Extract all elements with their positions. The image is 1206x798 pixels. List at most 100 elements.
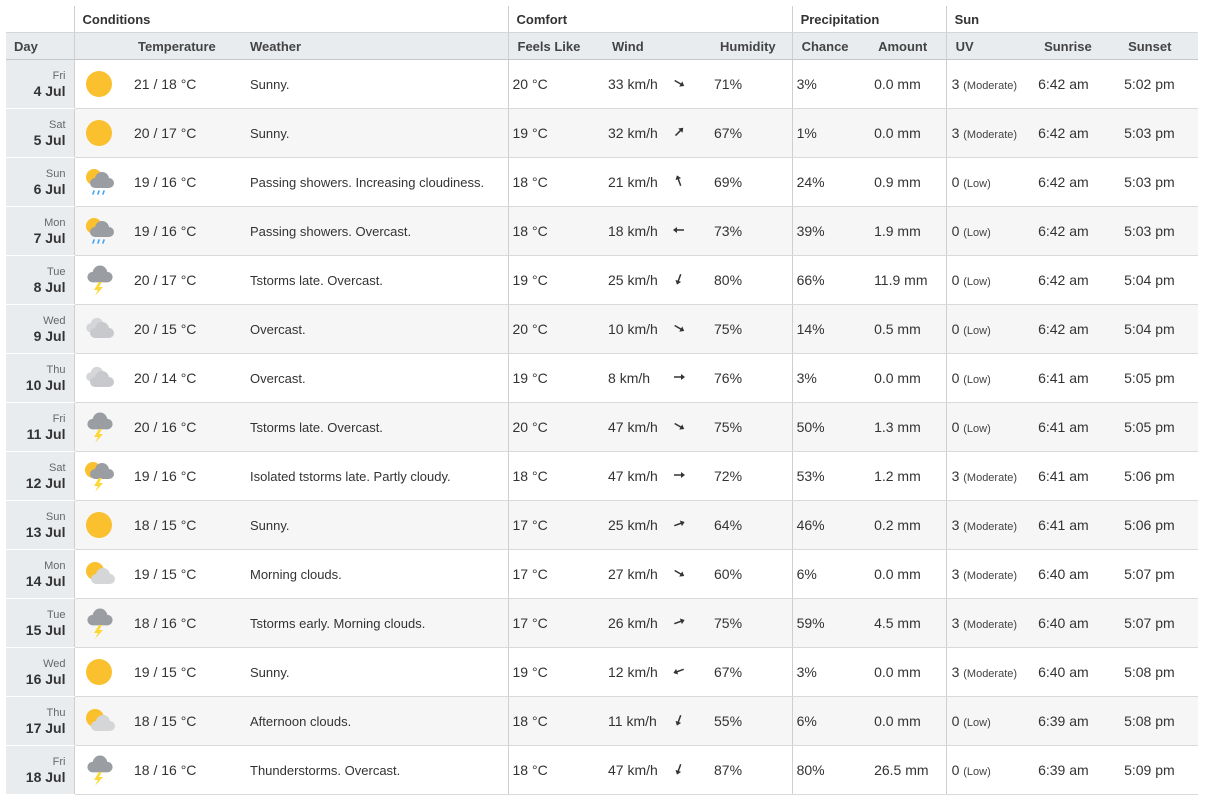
uv-index: 0: [951, 713, 960, 729]
group-header-row: Conditions Comfort Precipitation Sun: [6, 6, 1199, 33]
weather-icon-cell: [73, 598, 125, 648]
uv-description: (Low): [963, 325, 991, 337]
forecast-row[interactable]: Sun 6 Jul 19 / 16 °C Passing showers. In…: [6, 157, 1199, 207]
forecast-row[interactable]: Wed 16 Jul 19 / 15 °C Sunny. 19 °C 12 km…: [6, 647, 1199, 697]
forecast-row[interactable]: Thu 10 Jul 20 / 14 °C Overcast. 19 °C 8 …: [6, 353, 1199, 403]
humidity-cell: 87%: [702, 745, 793, 795]
precip-amount-cell: 26.5 mm: [868, 745, 947, 795]
weather-icon-cell: [73, 157, 125, 207]
wind-direction-arrow-icon: [672, 468, 686, 482]
column-header-row: Day Temperature Weather Feels Like Wind …: [6, 32, 1199, 60]
column-header-weather[interactable]: Weather: [236, 32, 509, 60]
wind-speed-cell: 33 km/h: [602, 59, 673, 109]
forecast-row[interactable]: Fri 4 Jul 21 / 18 °C Sunny. 20 °C 33 km/…: [6, 59, 1199, 109]
sunrise-cell: 6:42 am: [1036, 59, 1117, 109]
forecast-table-container: Conditions Comfort Precipitation Sun Day…: [6, 6, 1199, 795]
column-header-uv[interactable]: UV: [945, 32, 1037, 60]
thunderstorm-icon: [82, 606, 125, 640]
column-header-sunset[interactable]: Sunset: [1116, 32, 1199, 60]
day-cell: Thu 10 Jul: [6, 353, 74, 403]
humidity-cell: 72%: [702, 451, 793, 501]
sunset-cell: 5:05 pm: [1116, 353, 1199, 403]
group-header-conditions: Conditions: [73, 6, 509, 33]
uv-cell: 3 (Moderate): [945, 451, 1037, 501]
forecast-table: Conditions Comfort Precipitation Sun Day…: [6, 6, 1199, 795]
weather-description: Sunny.: [236, 500, 509, 550]
forecast-row[interactable]: Mon 14 Jul 19 / 15 °C Morning clouds. 17…: [6, 549, 1199, 599]
sunset-cell: 5:07 pm: [1116, 549, 1199, 599]
sunset-cell: 5:02 pm: [1116, 59, 1199, 109]
feels-like-cell: 18 °C: [507, 745, 603, 795]
day-of-week: Tue: [46, 265, 66, 278]
column-header-temperature[interactable]: Temperature: [124, 32, 236, 60]
day-date: 14 Jul: [25, 572, 66, 589]
weather-description: Tstorms early. Morning clouds.: [236, 598, 509, 648]
wind-direction-arrow-icon: [672, 419, 686, 433]
humidity-cell: 71%: [702, 59, 793, 109]
wind-speed-cell: 10 km/h: [602, 304, 673, 354]
forecast-row[interactable]: Thu 17 Jul 18 / 15 °C Afternoon clouds. …: [6, 696, 1199, 746]
humidity-cell: 67%: [702, 647, 793, 697]
column-header-chance[interactable]: Chance: [791, 32, 869, 60]
sunset-cell: 5:09 pm: [1116, 745, 1199, 795]
uv-description: (Moderate): [963, 570, 1018, 582]
day-date: 15 Jul: [25, 621, 66, 638]
forecast-row[interactable]: Tue 8 Jul 20 / 17 °C Tstorms late. Overc…: [6, 255, 1199, 305]
wind-direction-cell: [672, 745, 703, 795]
wind-direction-arrow-icon: [672, 615, 686, 629]
feels-like-cell: 17 °C: [507, 500, 603, 550]
feels-like-cell: 18 °C: [507, 157, 603, 207]
forecast-row[interactable]: Sat 12 Jul 19 / 16 °C Isolated tstorms l…: [6, 451, 1199, 501]
forecast-row[interactable]: Tue 15 Jul 18 / 16 °C Tstorms early. Mor…: [6, 598, 1199, 648]
forecast-row[interactable]: Mon 7 Jul 19 / 16 °C Passing showers. Ov…: [6, 206, 1199, 256]
column-header-wind-direction: [672, 32, 703, 60]
thunderstorm-icon: [82, 410, 125, 444]
wind-speed-cell: 47 km/h: [602, 451, 673, 501]
uv-index: 0: [951, 762, 960, 778]
column-header-feels-like[interactable]: Feels Like: [507, 32, 603, 60]
weather-description: Afternoon clouds.: [236, 696, 509, 746]
uv-description: (Low): [963, 423, 991, 435]
uv-index: 3: [951, 566, 960, 582]
day-date: 13 Jul: [25, 523, 66, 540]
forecast-row[interactable]: Fri 11 Jul 20 / 16 °C Tstorms late. Over…: [6, 402, 1199, 452]
forecast-row[interactable]: Wed 9 Jul 20 / 15 °C Overcast. 20 °C 10 …: [6, 304, 1199, 354]
precip-amount-cell: 0.9 mm: [868, 157, 947, 207]
uv-index: 0: [951, 272, 960, 288]
uv-index: 0: [951, 321, 960, 337]
forecast-row[interactable]: Sat 5 Jul 20 / 17 °C Sunny. 19 °C 32 km/…: [6, 108, 1199, 158]
day-date: 17 Jul: [25, 719, 66, 736]
uv-cell: 3 (Moderate): [945, 549, 1037, 599]
humidity-cell: 67%: [702, 108, 793, 158]
uv-cell: 0 (Low): [945, 696, 1037, 746]
precip-chance-cell: 6%: [791, 696, 869, 746]
humidity-cell: 75%: [702, 598, 793, 648]
group-header-sun: Sun: [945, 6, 1199, 33]
sunrise-cell: 6:41 am: [1036, 353, 1117, 403]
column-header-day[interactable]: Day: [6, 32, 74, 60]
feels-like-cell: 19 °C: [507, 353, 603, 403]
day-cell: Tue 8 Jul: [6, 255, 74, 305]
wind-direction-cell: [672, 255, 703, 305]
day-of-week: Fri: [52, 412, 66, 425]
sunset-cell: 5:03 pm: [1116, 206, 1199, 256]
column-header-humidity[interactable]: Humidity: [702, 32, 793, 60]
uv-cell: 0 (Low): [945, 745, 1037, 795]
column-header-amount[interactable]: Amount: [868, 32, 947, 60]
feels-like-cell: 18 °C: [507, 206, 603, 256]
precip-chance-cell: 6%: [791, 549, 869, 599]
uv-description: (Moderate): [963, 472, 1018, 484]
column-header-sunrise[interactable]: Sunrise: [1036, 32, 1117, 60]
uv-cell: 3 (Moderate): [945, 598, 1037, 648]
precip-amount-cell: 0.2 mm: [868, 500, 947, 550]
forecast-row[interactable]: Sun 13 Jul 18 / 15 °C Sunny. 17 °C 25 km…: [6, 500, 1199, 550]
temperature-cell: 20 / 15 °C: [124, 304, 236, 354]
sun-cloud-rain-icon: [82, 165, 125, 199]
sunrise-cell: 6:42 am: [1036, 304, 1117, 354]
column-header-wind[interactable]: Wind: [602, 32, 673, 60]
precip-amount-cell: 1.9 mm: [868, 206, 947, 256]
day-of-week: Mon: [44, 216, 66, 229]
day-cell: Mon 14 Jul: [6, 549, 74, 599]
temperature-cell: 18 / 15 °C: [124, 500, 236, 550]
forecast-row[interactable]: Fri 18 Jul 18 / 16 °C Thunderstorms. Ove…: [6, 745, 1199, 795]
